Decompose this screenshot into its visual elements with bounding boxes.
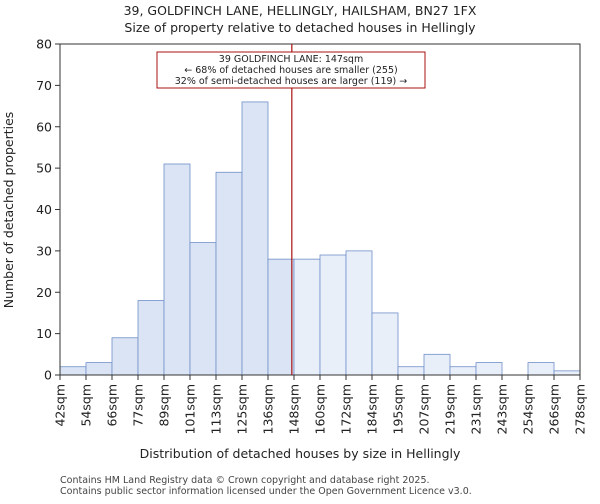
histogram-bar bbox=[423, 353, 451, 376]
histogram-bar bbox=[527, 362, 555, 376]
x-tick-label: 42sqm bbox=[53, 384, 68, 427]
annotation-frame bbox=[156, 51, 426, 89]
footer-line-2: Contains public sector information licen… bbox=[60, 486, 472, 497]
bars bbox=[59, 101, 581, 376]
y-tick-label: 0 bbox=[44, 368, 52, 383]
x-axis-label: Distribution of detached houses by size … bbox=[140, 446, 461, 461]
x-tick-label: 243sqm bbox=[495, 384, 510, 434]
annotation-line-2: ← 68% of detached houses are smaller (25… bbox=[184, 65, 397, 76]
annotation-line-3: 32% of semi-detached houses are larger (… bbox=[175, 76, 408, 87]
x-tick-label: 77sqm bbox=[131, 384, 146, 427]
histogram-bar bbox=[111, 337, 139, 376]
y-tick-label: 40 bbox=[36, 202, 52, 217]
histogram-bar bbox=[293, 258, 321, 376]
x-tick-label: 195sqm bbox=[391, 384, 406, 434]
x-tick-label: 66sqm bbox=[105, 384, 120, 427]
x-tick-label: 125sqm bbox=[235, 384, 250, 434]
plot-frame bbox=[59, 43, 581, 376]
x-tick-label: 89sqm bbox=[157, 384, 172, 427]
y-tick-label: 10 bbox=[36, 326, 52, 341]
y-tick-label: 50 bbox=[36, 161, 52, 176]
y-axis-ticks: 0 10 20 30 40 50 60 70 80 bbox=[36, 37, 60, 383]
histogram-bar bbox=[267, 258, 295, 376]
histogram-bar bbox=[449, 366, 477, 376]
x-tick-label: 207sqm bbox=[417, 384, 432, 434]
chart-subtitle: Size of property relative to detached ho… bbox=[124, 20, 476, 35]
x-tick-label: 101sqm bbox=[183, 384, 198, 434]
y-tick-label: 80 bbox=[36, 37, 52, 52]
y-axis-label: Number of detached properties bbox=[1, 112, 16, 309]
x-tick-label: 184sqm bbox=[365, 384, 380, 434]
histogram-bar bbox=[59, 366, 87, 376]
histogram-bar bbox=[397, 366, 425, 376]
x-tick-label: 148sqm bbox=[287, 384, 302, 434]
x-tick-label: 172sqm bbox=[339, 384, 354, 434]
chart-title: 39, GOLDFINCH LANE, HELLINGLY, HAILSHAM,… bbox=[124, 3, 477, 18]
x-tick-label: 219sqm bbox=[443, 384, 458, 434]
annotation-line-1: 39 GOLDFINCH LANE: 147sqm bbox=[219, 54, 363, 65]
footer-line-1: Contains HM Land Registry data © Crown c… bbox=[60, 475, 430, 486]
histogram-bar bbox=[241, 101, 269, 376]
x-tick-label: 278sqm bbox=[573, 384, 588, 434]
x-tick-label: 254sqm bbox=[521, 384, 536, 434]
y-tick-label: 70 bbox=[36, 78, 52, 93]
x-tick-label: 231sqm bbox=[469, 384, 484, 434]
histogram-bar bbox=[85, 362, 113, 376]
y-tick-label: 60 bbox=[36, 119, 52, 134]
histogram-bar bbox=[319, 254, 347, 376]
x-axis-ticks: 42sqm 54sqm 66sqm 77sqm 89sqm 101sqm 113sqm 125… bbox=[53, 375, 588, 434]
x-tick-label: 266sqm bbox=[547, 384, 562, 434]
histogram-bar bbox=[371, 312, 399, 376]
histogram-bar bbox=[553, 370, 581, 376]
histogram-bar bbox=[137, 300, 165, 376]
y-tick-label: 20 bbox=[36, 285, 52, 300]
histogram-bar bbox=[475, 362, 503, 376]
histogram-bar bbox=[189, 242, 217, 376]
histogram-bar bbox=[163, 163, 191, 376]
x-tick-label: 54sqm bbox=[79, 384, 94, 427]
histogram-bar bbox=[345, 250, 373, 376]
histogram-bar bbox=[215, 171, 243, 376]
x-tick-label: 160sqm bbox=[313, 384, 328, 434]
annotation-box: 39 GOLDFINCH LANE: 147sqm ← 68% of detac… bbox=[156, 51, 426, 89]
y-tick-label: 30 bbox=[36, 243, 52, 258]
x-tick-label: 113sqm bbox=[209, 384, 224, 434]
x-tick-label: 136sqm bbox=[261, 384, 276, 434]
